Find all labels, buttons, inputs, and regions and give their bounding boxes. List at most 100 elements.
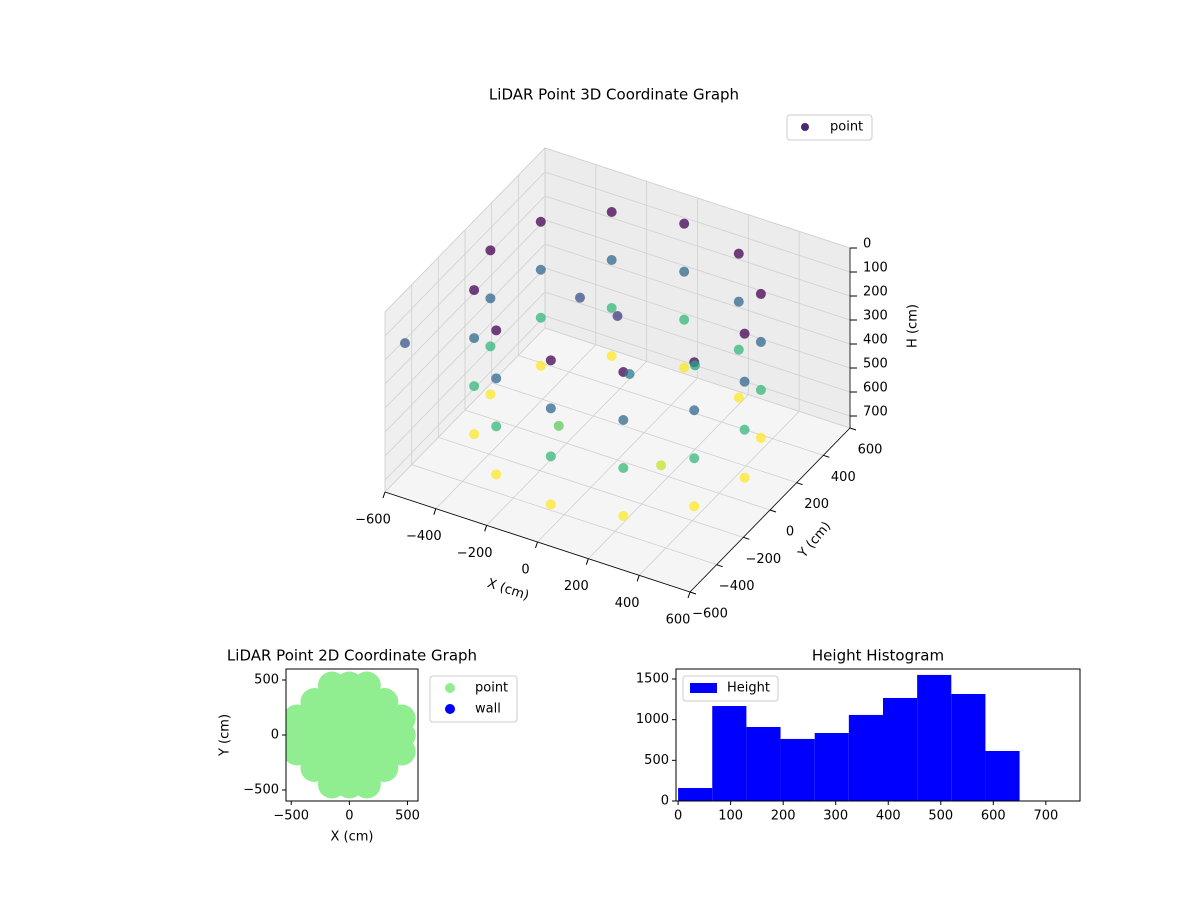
point [612, 311, 623, 321]
legend-box [786, 114, 873, 141]
y-tick [769, 509, 777, 513]
point [491, 373, 502, 384]
bar [848, 714, 883, 801]
point [469, 429, 480, 440]
x-tick-label: 300 [823, 809, 848, 824]
y-tick-label: −500 [243, 783, 279, 798]
point [352, 770, 381, 799]
x-tick-label: 0 [345, 809, 353, 824]
x-tick-label: 700 [1033, 809, 1058, 824]
bar [746, 726, 781, 801]
y-tick [689, 591, 697, 595]
y-grid-line [517, 175, 824, 456]
x-tick [687, 591, 691, 599]
point [606, 254, 617, 265]
point [485, 389, 496, 400]
plot-area [678, 674, 1020, 801]
point [689, 501, 700, 512]
y-grid-line [464, 230, 771, 511]
x-tick-label: 500 [928, 809, 953, 824]
z-tick-label: 400 [863, 333, 888, 348]
z-grid-line [384, 291, 851, 457]
point [469, 333, 480, 344]
y-tick-label: −400 [719, 579, 755, 594]
y-tick-label: 500 [254, 673, 279, 688]
z-tick-label: 500 [863, 357, 888, 372]
bar [814, 733, 849, 801]
point [491, 325, 502, 336]
point [755, 336, 766, 347]
x-tick-label: −500 [273, 809, 309, 824]
point [606, 206, 617, 217]
y-tick-label: 0 [271, 728, 279, 743]
x-tick-label: 500 [395, 809, 420, 824]
x-tick-label: 600 [666, 613, 691, 628]
legend-marker [801, 123, 809, 131]
bar [951, 693, 986, 801]
point [469, 381, 480, 392]
point [606, 302, 617, 313]
z-grid-line [384, 171, 851, 337]
x-tick-label: 200 [771, 809, 796, 824]
point [755, 384, 766, 395]
x-tick-label: −600 [355, 513, 391, 528]
x-tick [484, 525, 488, 532]
y-grid-line [491, 202, 797, 484]
point [733, 344, 744, 355]
y-grid-line [411, 284, 717, 566]
y-tick [743, 536, 750, 540]
point [545, 499, 556, 510]
point [739, 328, 750, 339]
axis-line [384, 491, 691, 593]
point [656, 460, 667, 471]
legend-label: Height [727, 681, 770, 696]
x-tick-label: 400 [876, 809, 901, 824]
point [679, 266, 690, 277]
chart-title: LiDAR Point 3D Coordinate Graph [489, 86, 739, 104]
point [733, 248, 744, 259]
x-tick [585, 558, 589, 565]
bar [882, 697, 918, 801]
chart-title: Height Histogram [812, 647, 944, 665]
point [352, 671, 381, 700]
x-tick-label: 100 [718, 809, 743, 824]
point [485, 245, 496, 256]
point [400, 338, 410, 349]
point [733, 296, 744, 307]
chart-title: LiDAR Point 2D Coordinate Graph [227, 647, 477, 665]
x-tick-label: 0 [521, 563, 529, 578]
point [535, 264, 546, 275]
point [535, 312, 546, 323]
y-tick [823, 454, 830, 458]
x-tick-label: 400 [615, 596, 640, 611]
point [755, 288, 766, 299]
legend-box [682, 675, 779, 702]
legend-label: wall [475, 702, 501, 717]
y-tick [796, 482, 803, 486]
point [606, 350, 617, 361]
point [679, 314, 690, 325]
z-grid-line [384, 195, 851, 361]
y-tick-label: 0 [786, 525, 794, 540]
point [755, 432, 766, 443]
point [491, 469, 502, 480]
z-tick-label: 600 [863, 381, 888, 396]
point [491, 421, 502, 432]
bar [678, 787, 713, 801]
point [690, 360, 700, 371]
point [535, 216, 546, 227]
point [689, 453, 700, 464]
y-tick-label: −600 [692, 607, 728, 622]
z-tick-label: 0 [863, 237, 871, 252]
z-tick-label: 200 [863, 285, 888, 300]
point [624, 369, 635, 379]
y-tick-label: 1500 [636, 672, 669, 687]
y-axis-label: Y (cm) [218, 714, 233, 757]
point [618, 415, 629, 426]
bar [985, 750, 1020, 801]
point [469, 285, 480, 296]
point [618, 511, 629, 522]
point [485, 341, 496, 352]
